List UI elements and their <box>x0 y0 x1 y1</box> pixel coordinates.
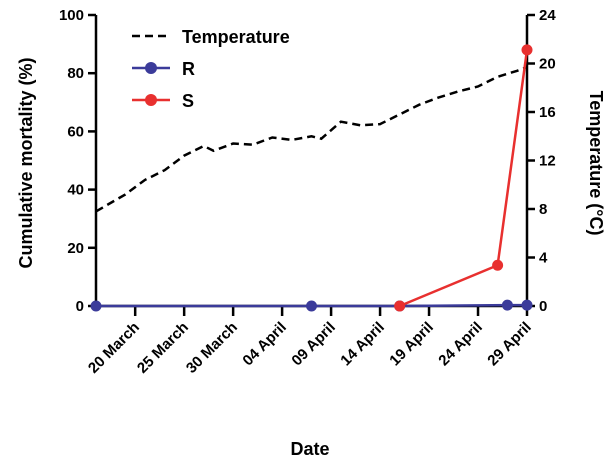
data-point-r <box>91 301 102 312</box>
y-right-tick-label: 8 <box>539 201 547 218</box>
y-left-tick-label: 100 <box>59 7 84 24</box>
x-tick-label: 09 April <box>288 319 339 370</box>
y-right-tick-label: 0 <box>539 298 547 315</box>
legend-label-r: R <box>182 59 195 79</box>
x-tick-label: 14 April <box>337 319 388 370</box>
x-tick-label: 19 April <box>386 319 437 370</box>
x-tick-label: 24 April <box>435 319 486 370</box>
legend-marker-s <box>145 94 157 106</box>
data-point-r <box>502 300 513 311</box>
y-right-tick-label: 24 <box>539 7 556 24</box>
data-point-s <box>492 260 503 271</box>
series-layer <box>91 44 533 311</box>
y-left-tick-label: 40 <box>67 182 84 199</box>
y-right-tick-label: 4 <box>539 250 548 267</box>
y-axis-right-title: Temperature (°C) <box>586 91 606 236</box>
series-line-s <box>400 50 527 306</box>
x-tick-label: 20 March <box>85 319 143 377</box>
data-point-r <box>306 301 317 312</box>
legend-label-s: S <box>182 91 194 111</box>
legend-marker-r <box>145 62 157 74</box>
data-point-s <box>394 301 405 312</box>
y-left-tick-label: 80 <box>67 65 84 82</box>
y-right-tick-label: 16 <box>539 104 556 121</box>
data-point-s <box>522 44 533 55</box>
legend: Temperature RS <box>132 27 290 111</box>
x-tick-label: 25 March <box>134 319 192 377</box>
y-axis-left-title: Cumulative mortality (%) <box>16 57 36 268</box>
data-point-r <box>522 300 533 311</box>
y-left-tick-label: 60 <box>67 123 84 140</box>
x-tick-label: 30 March <box>183 319 241 377</box>
y-left-tick-label: 0 <box>76 298 84 315</box>
series-line-temperature <box>96 67 527 211</box>
y-right-tick-label: 12 <box>539 153 556 170</box>
y-left-tick-label: 20 <box>67 240 84 257</box>
legend-label-temperature: Temperature <box>182 27 290 47</box>
x-tick-label: 04 April <box>239 319 290 370</box>
x-tick-label: 29 April <box>484 319 535 370</box>
x-axis-title: Date <box>290 439 329 459</box>
y-right-tick-label: 20 <box>539 56 556 73</box>
